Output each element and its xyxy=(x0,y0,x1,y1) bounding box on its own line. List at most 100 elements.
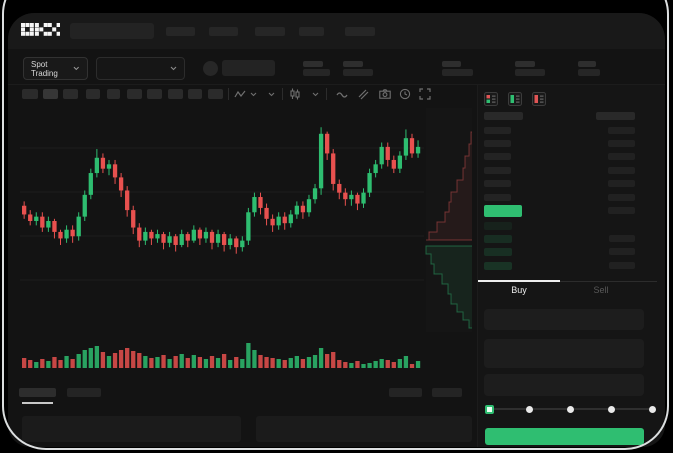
depth-bids-curve xyxy=(425,245,472,329)
ask-row-amount[interactable] xyxy=(608,206,635,214)
orders-panel-placeholder xyxy=(256,416,472,442)
ticker-stat-value xyxy=(578,69,600,76)
bottom-tab-active[interactable] xyxy=(19,388,56,397)
ask-row-price[interactable] xyxy=(484,180,511,188)
bid-row-price[interactable] xyxy=(484,234,512,243)
ask-row-amount[interactable] xyxy=(608,153,635,161)
ask-row-amount[interactable] xyxy=(608,180,635,188)
timeframe-button[interactable] xyxy=(188,89,202,99)
toolbar-divider xyxy=(282,88,283,100)
orderbook-bids-icon[interactable] xyxy=(508,92,522,106)
price-chart[interactable] xyxy=(8,106,472,372)
ticker-stat-value xyxy=(343,69,373,76)
ticker-stat-value xyxy=(442,69,473,76)
draw-icon[interactable] xyxy=(358,89,369,100)
slider-handle[interactable] xyxy=(484,404,494,414)
tab-sell[interactable]: Sell xyxy=(593,285,609,295)
ask-row-amount[interactable] xyxy=(608,126,635,134)
slider-stop-dot[interactable] xyxy=(526,405,534,413)
slider-stop-dot[interactable] xyxy=(567,405,574,413)
ticker-stat xyxy=(303,61,323,67)
pair-coin-icon xyxy=(203,61,218,76)
depth-asks-curve xyxy=(426,131,472,241)
timer-icon[interactable] xyxy=(399,88,411,100)
ticker-stat xyxy=(442,61,461,67)
depth-overlay xyxy=(425,108,472,332)
camera-icon[interactable] xyxy=(379,89,391,99)
candle-type-icon[interactable] xyxy=(289,88,301,100)
volume-bars xyxy=(22,343,421,368)
orderbook-amount-header xyxy=(596,112,635,120)
bid-row-price[interactable] xyxy=(484,261,512,270)
timeframe-button[interactable] xyxy=(208,89,223,99)
bid-row-amount[interactable] xyxy=(609,248,635,256)
timeframe-button[interactable] xyxy=(22,89,38,99)
timeframe-button[interactable] xyxy=(107,89,120,99)
slider-stop-dot[interactable] xyxy=(648,405,656,413)
buy-button[interactable] xyxy=(485,428,644,445)
ticker-stat-value xyxy=(303,69,330,76)
panel-divider xyxy=(477,84,478,447)
toolbar-divider xyxy=(228,88,229,100)
ask-row-price[interactable] xyxy=(484,166,511,174)
app-window: Spot Trading xyxy=(8,13,665,447)
chevron-down-icon[interactable] xyxy=(312,92,319,97)
chevron-down-icon xyxy=(170,66,177,71)
orderbook-last-price[interactable] xyxy=(484,204,522,217)
chevron-down-icon[interactable] xyxy=(250,92,257,97)
nav-item[interactable] xyxy=(166,27,195,36)
okx-logo[interactable] xyxy=(21,23,60,36)
slider-stop-dot[interactable] xyxy=(607,405,615,413)
orderbook-price-header xyxy=(484,112,523,120)
nav-item[interactable] xyxy=(299,27,324,36)
pair-name-placeholder xyxy=(222,60,275,76)
ask-row-price[interactable] xyxy=(484,153,511,161)
search-input[interactable] xyxy=(70,23,154,39)
header-divider xyxy=(8,84,665,85)
bid-row-amount[interactable] xyxy=(609,234,635,242)
ticker-stat xyxy=(578,61,596,67)
nav-item[interactable] xyxy=(209,27,238,36)
bottom-action[interactable] xyxy=(389,388,422,397)
bid-row-price[interactable] xyxy=(484,248,512,257)
ask-row-amount[interactable] xyxy=(608,166,635,174)
ticker-stat xyxy=(343,61,363,67)
line-style-icon[interactable] xyxy=(234,89,247,99)
candles xyxy=(22,127,421,254)
orderbook-asks-icon[interactable] xyxy=(532,92,546,106)
nav-item[interactable] xyxy=(255,27,285,36)
chevron-down-icon xyxy=(74,66,80,71)
tabs-divider xyxy=(478,281,657,282)
ask-row-amount[interactable] xyxy=(608,193,635,201)
timeframe-button[interactable] xyxy=(127,89,142,99)
active-tab-indicator xyxy=(478,280,560,282)
market-type-dropdown[interactable]: Spot Trading xyxy=(23,57,88,80)
ask-row-amount[interactable] xyxy=(608,139,635,147)
bid-row-price[interactable] xyxy=(484,221,512,230)
orderbook-both-icon[interactable] xyxy=(484,92,498,106)
pair-selector-dropdown[interactable] xyxy=(96,57,185,80)
fullscreen-icon[interactable] xyxy=(419,88,431,100)
ask-row-price[interactable] xyxy=(484,126,511,134)
timeframe-button[interactable] xyxy=(63,89,78,99)
bottom-tab[interactable] xyxy=(67,388,101,397)
total-field[interactable] xyxy=(484,374,644,396)
bottom-action[interactable] xyxy=(432,388,462,397)
nav-item[interactable] xyxy=(345,27,375,36)
orders-panel-placeholder xyxy=(22,416,241,442)
gridlines xyxy=(20,147,424,281)
wave-icon[interactable] xyxy=(336,91,348,99)
market-type-label: Spot Trading xyxy=(31,59,58,78)
bid-row-amount[interactable] xyxy=(609,261,635,269)
price-field[interactable] xyxy=(484,309,644,330)
timeframe-button[interactable] xyxy=(86,89,100,99)
timeframe-button[interactable] xyxy=(43,89,58,99)
tab-buy[interactable]: Buy xyxy=(511,285,527,295)
timeframe-button[interactable] xyxy=(168,89,183,99)
chevron-down-icon[interactable] xyxy=(268,92,275,97)
amount-field[interactable] xyxy=(484,339,644,368)
ask-row-price[interactable] xyxy=(484,193,511,201)
ask-row-price[interactable] xyxy=(484,139,511,147)
timeframe-button[interactable] xyxy=(147,89,162,99)
